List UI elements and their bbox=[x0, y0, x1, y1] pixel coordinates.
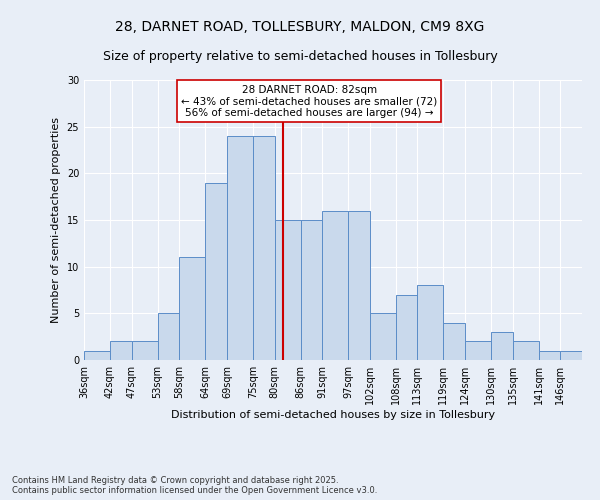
Bar bbox=[179, 258, 205, 360]
Bar bbox=[275, 220, 301, 360]
Text: Size of property relative to semi-detached houses in Tollesbury: Size of property relative to semi-detach… bbox=[103, 50, 497, 63]
Bar bbox=[418, 286, 443, 360]
Bar bbox=[131, 342, 158, 360]
X-axis label: Distribution of semi-detached houses by size in Tollesbury: Distribution of semi-detached houses by … bbox=[171, 410, 495, 420]
Text: 28, DARNET ROAD, TOLLESBURY, MALDON, CM9 8XG: 28, DARNET ROAD, TOLLESBURY, MALDON, CM9… bbox=[115, 20, 485, 34]
Bar bbox=[443, 322, 465, 360]
Bar bbox=[513, 342, 539, 360]
Bar bbox=[301, 220, 322, 360]
Bar bbox=[84, 350, 110, 360]
Bar bbox=[110, 342, 131, 360]
Bar bbox=[539, 350, 560, 360]
Text: 28 DARNET ROAD: 82sqm
← 43% of semi-detached houses are smaller (72)
56% of semi: 28 DARNET ROAD: 82sqm ← 43% of semi-deta… bbox=[181, 84, 437, 118]
Bar bbox=[227, 136, 253, 360]
Bar bbox=[322, 210, 348, 360]
Text: Contains HM Land Registry data © Crown copyright and database right 2025.
Contai: Contains HM Land Registry data © Crown c… bbox=[12, 476, 377, 495]
Bar bbox=[253, 136, 275, 360]
Bar bbox=[491, 332, 513, 360]
Bar bbox=[205, 182, 227, 360]
Bar bbox=[158, 314, 179, 360]
Y-axis label: Number of semi-detached properties: Number of semi-detached properties bbox=[51, 117, 61, 323]
Bar bbox=[396, 294, 418, 360]
Bar bbox=[560, 350, 582, 360]
Bar bbox=[370, 314, 396, 360]
Bar bbox=[465, 342, 491, 360]
Bar bbox=[348, 210, 370, 360]
